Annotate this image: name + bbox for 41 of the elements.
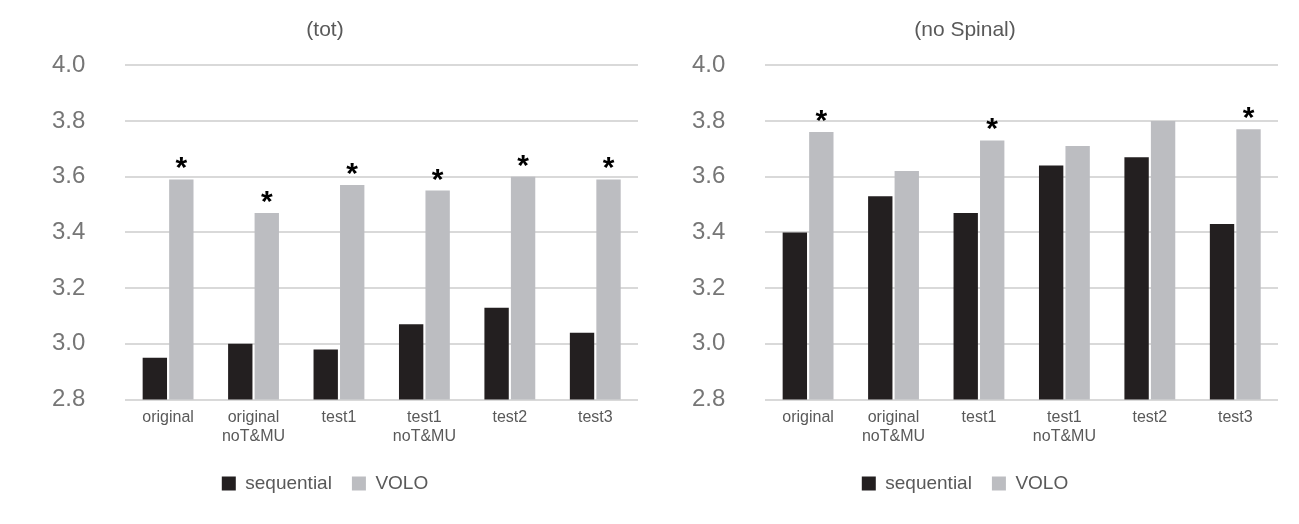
annotation: *	[517, 147, 530, 181]
x-tick-label: test3	[577, 407, 613, 425]
y-tick-label: 3.6	[51, 161, 86, 189]
chart-title: (tot)	[306, 17, 344, 41]
x-tick-label: original	[782, 407, 834, 425]
y-tick-label: 3.8	[51, 105, 86, 133]
x-tick-label: original	[142, 407, 194, 425]
y-tick-label: 3.2	[51, 272, 86, 300]
annotation: *	[175, 150, 188, 184]
legend-label: VOLO	[375, 471, 429, 493]
y-tick-label: 4.0	[691, 49, 726, 77]
x-tick-label: test1 noT&MU	[392, 407, 456, 444]
y-tick-label: 3.8	[691, 105, 726, 133]
y-tick-label: 3.0	[51, 328, 86, 356]
legend-label: sequential	[245, 471, 332, 493]
y-tick-label: 3.6	[691, 161, 726, 189]
y-tick-label: 2.8	[691, 384, 726, 412]
annotation: *	[346, 156, 359, 190]
x-tick-label: original noT&MU	[221, 407, 286, 444]
y-tick-label: 3.4	[691, 217, 726, 245]
x-tick-label: test2	[1132, 407, 1168, 425]
annotation: *	[815, 103, 828, 137]
legend-label: sequential	[885, 471, 972, 493]
x-tick-label: original noT&MU	[861, 407, 926, 444]
annotation: *	[1242, 100, 1255, 134]
y-tick-label: 3.4	[51, 217, 86, 245]
y-tick-label: 4.0	[51, 49, 86, 77]
annotation: *	[986, 111, 999, 145]
y-tick-label: 3.2	[691, 272, 726, 300]
legend-label: VOLO	[1015, 471, 1069, 493]
x-tick-label: test1	[321, 407, 357, 425]
y-tick-label: 2.8	[51, 384, 86, 412]
x-tick-label: test1 noT&MU	[1032, 407, 1096, 444]
annotation: *	[260, 183, 273, 217]
x-tick-label: test1	[961, 407, 997, 425]
x-tick-label: test3	[1217, 407, 1253, 425]
chart-title: (no Spinal)	[914, 17, 1016, 41]
annotation: *	[602, 150, 615, 184]
annotation: *	[431, 161, 444, 195]
y-tick-label: 3.0	[691, 328, 726, 356]
x-tick-label: test2	[492, 407, 528, 425]
